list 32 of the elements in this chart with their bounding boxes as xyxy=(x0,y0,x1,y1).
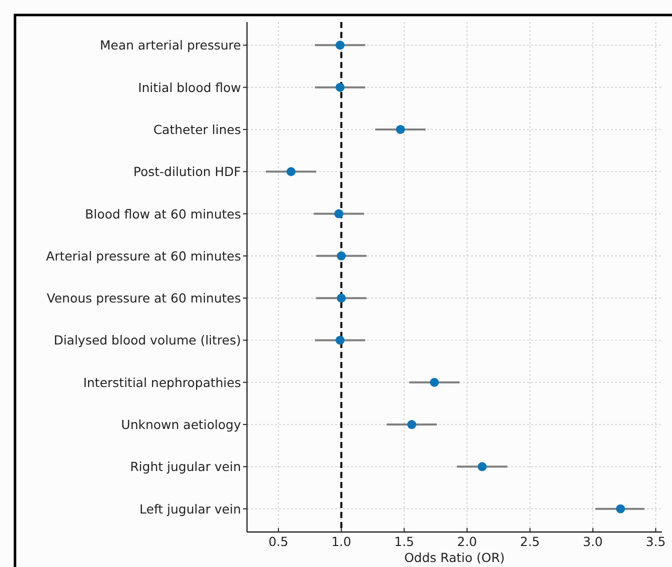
y-tick-label: Blood flow at 60 minutes xyxy=(85,206,241,222)
y-tick-label: Interstitial nephropathies xyxy=(83,374,241,390)
x-tick-label: 0.5 xyxy=(268,534,288,549)
point xyxy=(336,336,345,345)
y-tick-label: Unknown aetiology xyxy=(121,417,242,432)
point xyxy=(430,378,439,387)
x-tick-label: 2.0 xyxy=(457,534,478,549)
point xyxy=(336,294,346,303)
x-tick-label: 2.5 xyxy=(520,534,540,549)
x-tick-label: 3.5 xyxy=(646,534,666,549)
point xyxy=(616,504,625,514)
x-tick-label: 1.5 xyxy=(394,534,414,549)
point xyxy=(478,462,487,472)
point xyxy=(407,420,416,430)
y-tick-label: Mean arterial pressure xyxy=(100,38,242,53)
point xyxy=(334,209,344,218)
x-axis-title: Odds Ratio (OR) xyxy=(404,550,505,565)
point xyxy=(286,167,296,176)
point xyxy=(336,82,345,92)
y-tick-label: Dialysed blood volume (litres) xyxy=(54,332,241,348)
point xyxy=(336,251,346,260)
y-tick-label: Left jugular vein xyxy=(140,501,241,516)
y-tick-label: Right jugular vein xyxy=(130,459,241,474)
x-tick-label: 3.0 xyxy=(582,534,603,549)
x-tick-label: 1.0 xyxy=(331,534,352,549)
y-tick-label: Catheter lines xyxy=(153,122,241,137)
y-tick-label: Initial blood flow xyxy=(138,80,241,95)
point xyxy=(336,40,345,50)
y-tick-label: Post-dilution HDF xyxy=(133,164,241,180)
y-tick-label: Venous pressure at 60 minutes xyxy=(46,290,241,306)
y-tick-label: Arterial pressure at 60 minutes xyxy=(46,248,241,264)
point xyxy=(396,124,405,134)
